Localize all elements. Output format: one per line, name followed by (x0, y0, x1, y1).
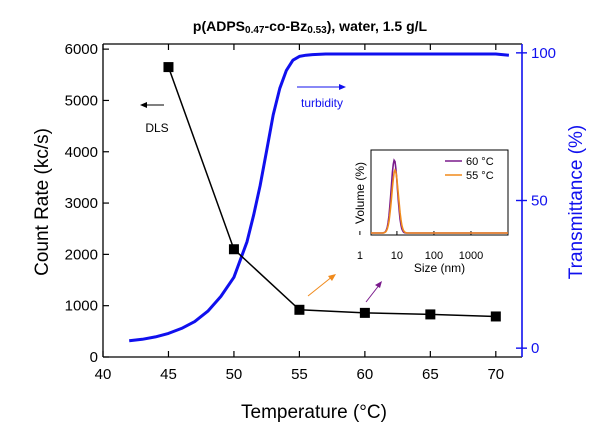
y-right-tick-label: 0 (531, 340, 539, 357)
count-rate-point (294, 304, 305, 315)
x-tick-label: 60 (357, 366, 374, 383)
count-rate-line (167, 66, 496, 318)
count-rate-point (359, 307, 370, 318)
inset-series-line (371, 168, 508, 234)
turbidity-arrowhead (339, 84, 346, 90)
x-tick-label: 50 (226, 366, 243, 383)
y-axis-right-label: Transmittance (%) (566, 125, 587, 280)
count-rate-series (163, 62, 501, 322)
inset-x-tick-label: 100 (425, 250, 443, 262)
inset-frame (370, 149, 509, 236)
y-left-tick-label: 2000 (65, 246, 98, 263)
inset-legend-label: 55 °C (466, 170, 494, 182)
dls-label: DLS (145, 121, 168, 135)
x-tick-label: 65 (422, 366, 439, 383)
count-rate-point (425, 309, 436, 320)
x-tick-label: 55 (291, 366, 308, 383)
y-left-tick-label: 1000 (65, 298, 98, 315)
transmittance-line (129, 52, 510, 343)
y-right-tick-label: 100 (531, 45, 556, 62)
y-left-tick-label: 3000 (65, 195, 98, 212)
transmittance-curve (129, 52, 510, 343)
y-left-tick-label: 0 (90, 349, 98, 366)
inset-chart: 1 10 100 1000 60 °C 55 °C Volume (%) Size (nm) (353, 149, 509, 275)
y-right-tick-label: 50 (531, 193, 548, 210)
y-left-tick-label: 4000 (65, 144, 98, 161)
x-tick-label: 70 (487, 366, 504, 383)
inset-legend-label: 60 °C (466, 156, 494, 168)
turbidity-label: turbidity (301, 96, 343, 110)
inset-x-tick-label: 10 (391, 250, 403, 262)
count-rate-point (163, 62, 174, 73)
y-left-tick-label: 5000 (65, 92, 98, 109)
x-tick-label: 40 (95, 366, 112, 383)
count-rate-point (228, 244, 239, 255)
chart-title: p(ADPS0.47-co-Bz0.53), water, 1.5 g/L (193, 18, 428, 36)
orange-arrow (307, 275, 334, 297)
axes: 40 45 50 55 60 65 70 0 1000 2000 3000 4000 5000 6000 0… (65, 41, 556, 383)
x-tick-label: 45 (160, 366, 177, 383)
count-rate-point (490, 311, 501, 322)
inset-x-label: Size (nm) (414, 261, 465, 275)
inset-x-tick-label: 1 (357, 250, 363, 262)
purple-arrowhead (375, 281, 382, 288)
y-left-tick-label: 6000 (65, 41, 98, 58)
dls-arrowhead (140, 102, 147, 108)
inset-x-tick-label: 1000 (459, 250, 483, 262)
annotations: DLS turbidity (140, 84, 382, 303)
orange-arrowhead (328, 274, 336, 281)
y-axis-left-label: Count Rate (kc/s) (32, 128, 53, 276)
inset-y-label: Volume (%) (353, 162, 367, 224)
purple-arrow (365, 283, 381, 303)
x-axis-label: Temperature (°C) (241, 402, 387, 423)
